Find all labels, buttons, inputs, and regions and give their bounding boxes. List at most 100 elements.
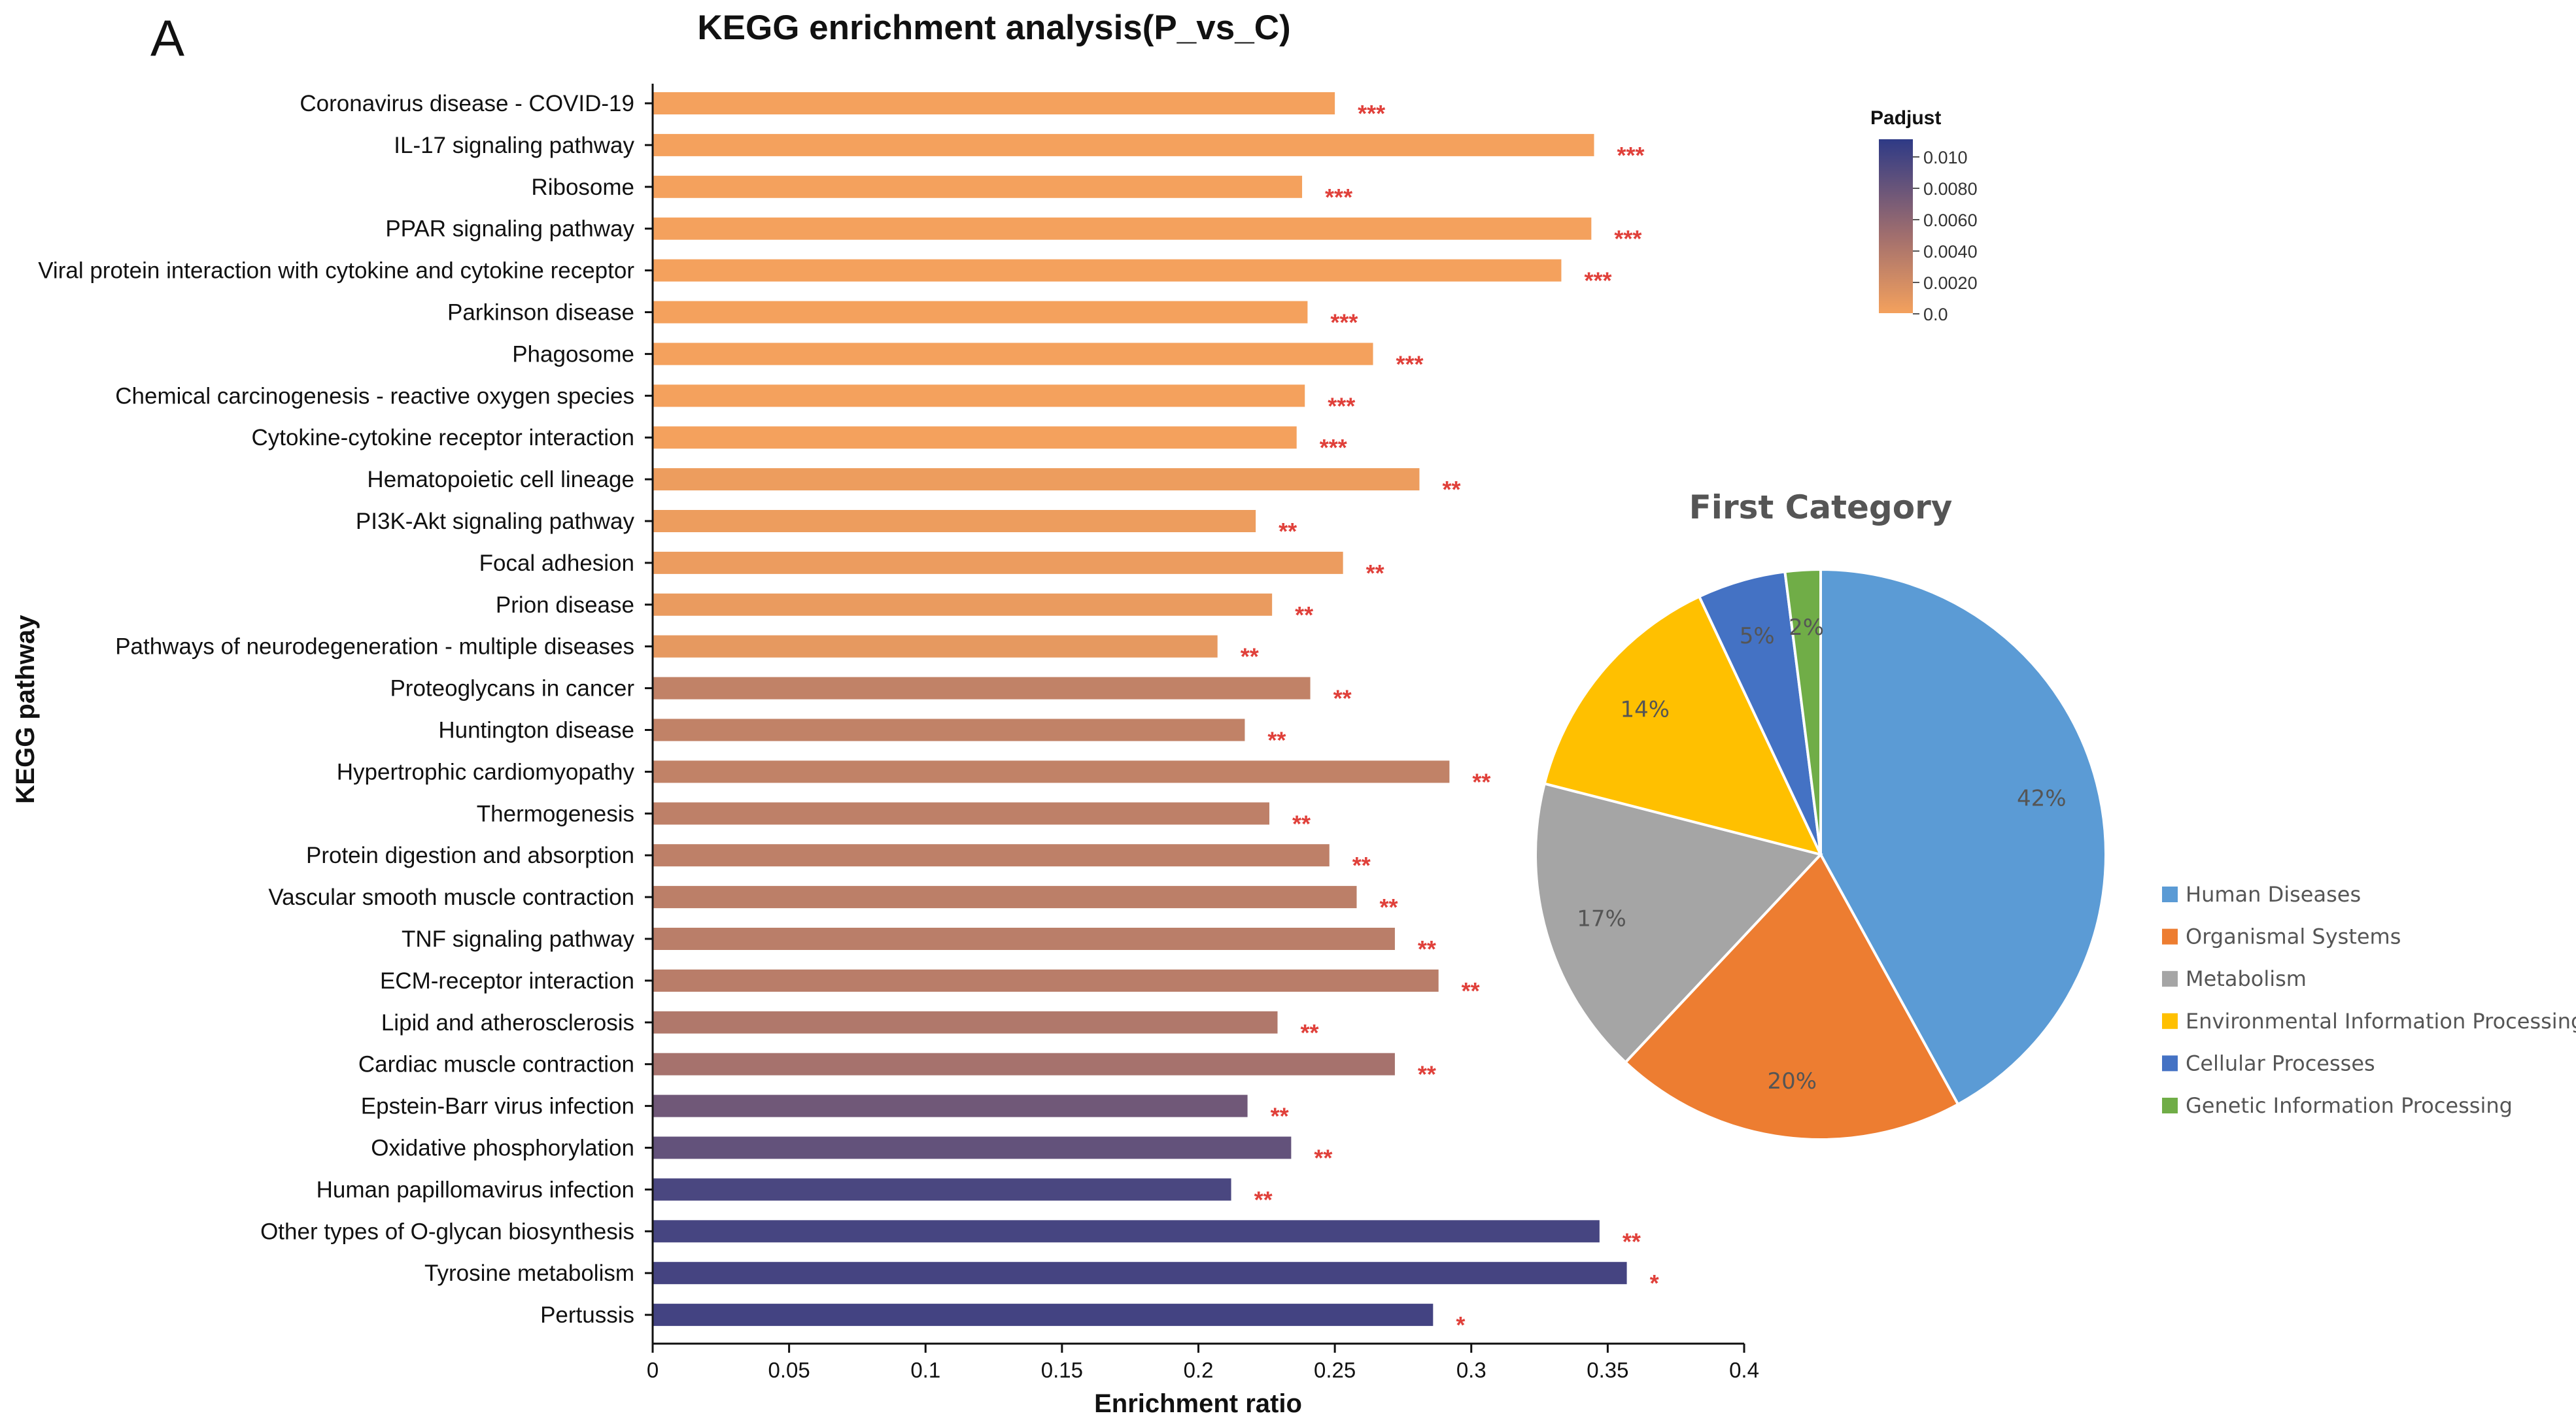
significance-label: * xyxy=(1456,1312,1465,1338)
y-tick-label: Focal adhesion xyxy=(479,550,634,576)
y-tick-label: Huntington disease xyxy=(438,718,634,743)
significance-label: ** xyxy=(1271,1103,1289,1130)
x-tick-label: 0.1 xyxy=(910,1358,940,1382)
bar xyxy=(653,886,1357,909)
pie-slice xyxy=(1783,567,1822,855)
bar xyxy=(653,92,1335,114)
bar xyxy=(653,928,1395,950)
significance-stars: ****************************************… xyxy=(1241,100,1659,1338)
y-tick-label: Lipid and atherosclerosis xyxy=(381,1010,634,1036)
y-tick-label: ECM-receptor interaction xyxy=(380,968,634,994)
legend-swatch xyxy=(2162,928,2178,945)
significance-label: *** xyxy=(1358,100,1385,127)
colorbar-tick-label: 0.0 xyxy=(1923,305,1948,324)
significance-label: ** xyxy=(1292,810,1311,837)
legend-swatch xyxy=(2162,1055,2178,1072)
significance-label: *** xyxy=(1330,309,1358,336)
bars-layer xyxy=(653,92,1627,1327)
bar xyxy=(653,1053,1395,1075)
legend-label: Organismal Systems xyxy=(2186,924,2401,949)
y-tick-label: Human papillomavirus infection xyxy=(317,1177,634,1202)
significance-label: *** xyxy=(1614,226,1641,252)
bar xyxy=(653,1011,1278,1034)
legend-swatch xyxy=(2162,971,2178,987)
bar xyxy=(653,1304,1434,1327)
pie-percent-label: 42% xyxy=(2017,785,2067,811)
y-tick-label: Hematopoietic cell lineage xyxy=(367,467,634,492)
significance-label: ** xyxy=(1314,1145,1332,1172)
bar xyxy=(653,426,1297,449)
bar xyxy=(653,468,1420,491)
y-tick-label: Parkinson disease xyxy=(447,300,634,326)
y-tick-label: Prion disease xyxy=(496,592,634,618)
colorbar-ticks: 0.010 0.0080 0.0060 0.0040 0.0020 0.0 xyxy=(1913,148,1978,324)
significance-label: ** xyxy=(1418,936,1436,962)
colorbar-tick-label: 0.0020 xyxy=(1923,273,1978,293)
bar-chart: Coronavirus disease - COVID-19 IL-17 sign… xyxy=(11,84,1759,1418)
pie-slice xyxy=(1819,567,2107,1106)
significance-label: *** xyxy=(1328,392,1355,419)
colorbar-gradient xyxy=(1879,139,1913,313)
significance-label: ** xyxy=(1267,727,1286,754)
x-tick-label: 0 xyxy=(647,1358,659,1382)
y-tick-label: Pertussis xyxy=(540,1302,634,1328)
x-tick-label: 0.25 xyxy=(1314,1358,1356,1382)
bar xyxy=(653,802,1269,825)
x-tick-label: 0.05 xyxy=(768,1358,810,1382)
pie-percent-label: 17% xyxy=(1577,906,1626,932)
significance-label: *** xyxy=(1396,350,1424,377)
pie-percent-label: 5% xyxy=(1740,623,1775,649)
pie-legend: Human Diseases Organismal Systems Metaboli… xyxy=(2162,882,2576,1118)
y-tick-label: Cytokine-cytokine receptor interaction xyxy=(251,425,634,450)
y-tick-label: Pathways of neurodegeneration - multiple… xyxy=(115,634,634,660)
significance-label: ** xyxy=(1623,1228,1641,1255)
significance-label: *** xyxy=(1325,184,1352,211)
bar xyxy=(653,593,1273,616)
significance-label: *** xyxy=(1320,434,1347,461)
bar xyxy=(653,1136,1292,1159)
bar-chart-title: KEGG enrichment analysis(P_vs_C) xyxy=(697,8,1290,47)
colorbar-title: Padjust xyxy=(1870,107,1941,129)
x-tick-label: 0.15 xyxy=(1041,1358,1083,1382)
pie-percent-labels: 42% 20% 17% 14% 5% 2% xyxy=(1577,615,2066,1094)
significance-label: * xyxy=(1650,1270,1659,1296)
bar xyxy=(653,844,1330,867)
bar xyxy=(653,551,1343,574)
significance-label: ** xyxy=(1418,1061,1436,1088)
y-tick-label: Coronavirus disease - COVID-19 xyxy=(300,91,634,116)
x-tick-label: 0.35 xyxy=(1587,1358,1628,1382)
significance-label: ** xyxy=(1472,768,1490,795)
x-tick-label: 0.2 xyxy=(1184,1358,1214,1382)
y-tick-label: Epstein-Barr virus infection xyxy=(361,1094,634,1119)
pie-slice xyxy=(1543,594,1823,856)
significance-label: ** xyxy=(1442,476,1460,503)
pie-slice xyxy=(1623,852,1960,1141)
colorbar-tick-label: 0.010 xyxy=(1923,148,1968,167)
x-tick-label: 0.4 xyxy=(1729,1358,1759,1382)
legend-swatch xyxy=(2162,887,2178,902)
pie-percent-label: 20% xyxy=(1767,1068,1817,1094)
significance-label: *** xyxy=(1617,142,1645,169)
pie-slice xyxy=(1534,782,1823,1064)
bar xyxy=(653,133,1594,156)
x-tick-label: 0.3 xyxy=(1456,1358,1486,1382)
pie-chart: First Category 42% 20% 17% 14% 5% 2% Human Di… xyxy=(1534,488,2576,1141)
y-tick-labels: Coronavirus disease - COVID-19 IL-17 sign… xyxy=(38,91,653,1328)
y-tick-label: PI3K-Akt signaling pathway xyxy=(356,509,635,534)
y-tick-label: TNF signaling pathway xyxy=(402,926,634,952)
bar xyxy=(653,1178,1231,1201)
colorbar-tick-label: 0.0040 xyxy=(1923,242,1978,262)
y-axis-title: KEGG pathway xyxy=(11,615,40,804)
y-tick-label: Proteoglycans in cancer xyxy=(390,676,634,702)
y-tick-label: Protein digestion and absorption xyxy=(306,843,634,868)
y-tick-label: Other types of O-glycan biosynthesis xyxy=(260,1219,634,1244)
y-tick-label: Thermogenesis xyxy=(477,801,634,826)
y-tick-label: PPAR signaling pathway xyxy=(385,216,634,242)
colorbar-tick-label: 0.0060 xyxy=(1923,211,1978,230)
colorbar: Padjust 0.010 0.0080 0.0060 0.0040 0.0020 0.0 xyxy=(1870,107,1978,324)
significance-label: ** xyxy=(1279,518,1297,545)
y-tick-label: Ribosome xyxy=(531,175,634,200)
y-tick-label: Chemical carcinogenesis - reactive oxyge… xyxy=(115,383,634,409)
bar xyxy=(653,510,1256,532)
